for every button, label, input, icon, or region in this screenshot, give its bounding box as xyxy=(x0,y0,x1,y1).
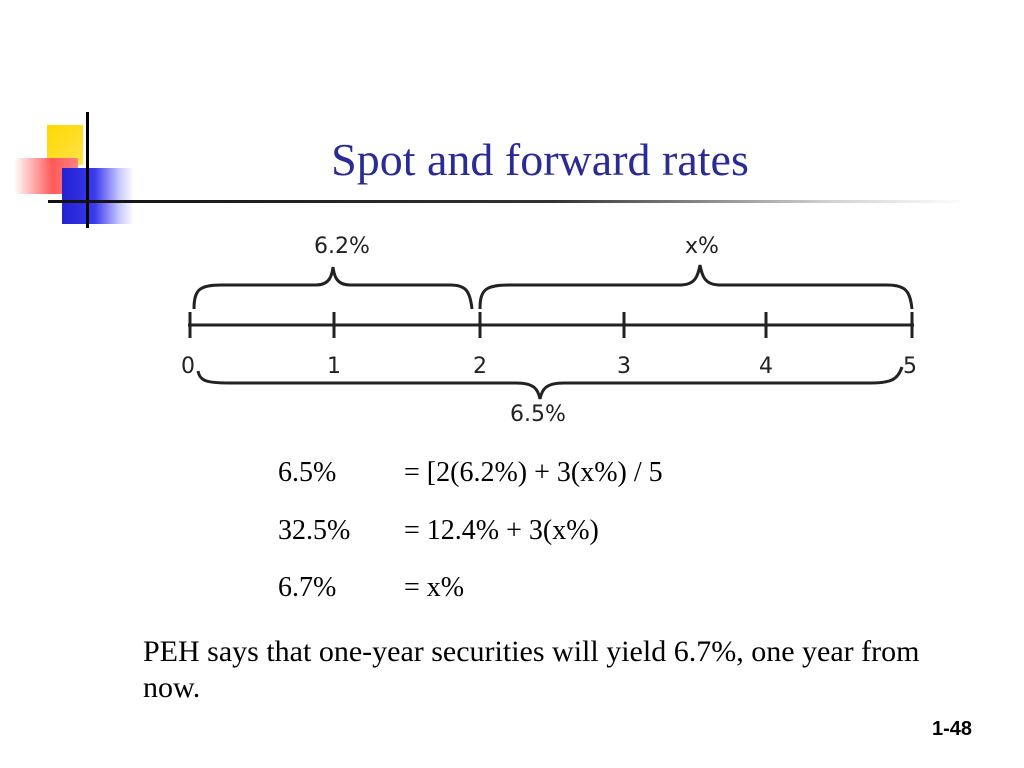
equation-rhs: = 12.4% + 3(x%) xyxy=(404,515,599,546)
brace-label-0-2: 6.2% xyxy=(314,234,370,259)
tick-label-3: 3 xyxy=(617,354,631,379)
equation-rhs: = x% xyxy=(404,572,465,603)
decor-blue-square xyxy=(62,168,134,224)
equation-rhs: = [2(6.2%) + 3(x%) / 5 xyxy=(404,457,663,488)
tick-label-5: 5 xyxy=(903,354,917,379)
tick-label-0: 0 xyxy=(181,354,195,379)
peh-note: PEH says that one-year securities will y… xyxy=(143,635,920,704)
brace-top-0-2 xyxy=(192,266,474,310)
tick-label-4: 4 xyxy=(759,354,773,379)
page-number: 1-48 xyxy=(931,718,972,740)
equation-lhs: 6.7% xyxy=(278,572,337,603)
decor-vertical-line xyxy=(86,112,89,228)
slide-title: Spot and forward rates xyxy=(331,134,749,185)
brace-bottom-0-5 xyxy=(196,366,904,400)
brace-label-2-5: x% xyxy=(685,234,719,259)
timeline-diagram: 6.2% x% 0 1 2 3 4 5 6.5% xyxy=(181,234,917,427)
equation-lhs: 6.5% xyxy=(278,457,337,488)
title-underline xyxy=(48,200,968,203)
brace-top-2-5 xyxy=(478,264,914,310)
equation-lhs: 32.5% xyxy=(278,515,351,546)
tick-label-2: 2 xyxy=(473,354,487,379)
brace-label-0-5: 6.5% xyxy=(510,402,566,427)
tick-label-1: 1 xyxy=(327,354,341,379)
